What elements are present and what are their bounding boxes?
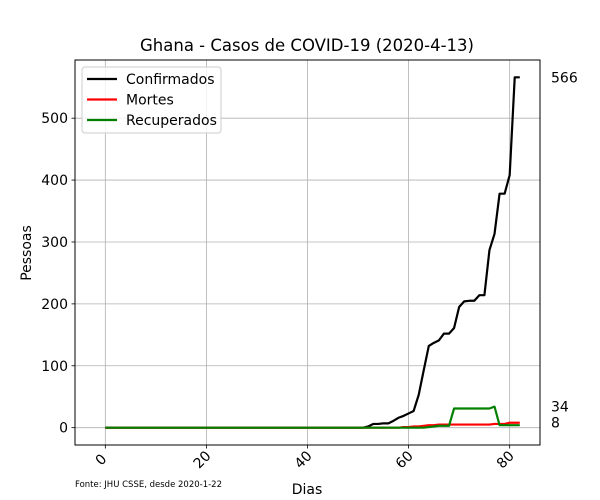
- y-tick-label: 100: [41, 359, 68, 375]
- x-axis-title: Dias: [292, 482, 323, 498]
- legend: Confirmados Mortes Recuperados: [81, 66, 222, 134]
- y-tick-label: 300: [41, 235, 68, 251]
- legend-box: [81, 66, 222, 134]
- legend-label-1: Mortes: [126, 93, 174, 109]
- legend-label-0: Confirmados: [126, 72, 215, 88]
- end-value-labels: 566 348: [551, 70, 578, 431]
- y-tick-label: 0: [59, 421, 68, 437]
- end-value-label-0: 566: [551, 70, 578, 86]
- y-tick-label: 200: [41, 297, 68, 313]
- chart-title: Ghana - Casos de COVID-19 (2020-4-13): [140, 36, 474, 55]
- y-axis-title: Pessoas: [19, 225, 35, 281]
- plot-lines: [105, 76, 520, 429]
- series-line-2: [105, 405, 520, 429]
- source-note: Fonte: JHU CSSE, desde 2020-1-22: [75, 480, 222, 490]
- end-value-label-1: 8: [551, 416, 560, 432]
- end-value-label-2: 34: [551, 400, 569, 416]
- gridlines: [75, 60, 540, 445]
- y-tick-label: 500: [41, 111, 68, 127]
- series-line-0: [105, 76, 520, 429]
- legend-label-2: Recuperados: [126, 113, 217, 129]
- y-tick-label: 400: [41, 173, 68, 189]
